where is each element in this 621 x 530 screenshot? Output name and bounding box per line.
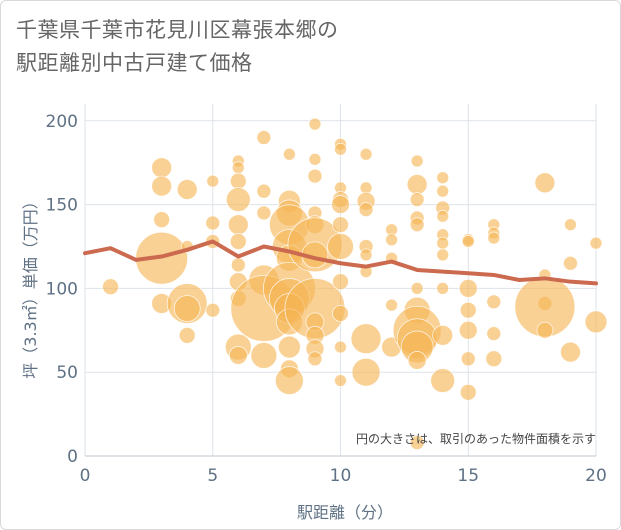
data-bubble	[409, 435, 425, 450]
data-bubble	[308, 117, 322, 131]
data-bubble	[206, 174, 220, 188]
data-bubble	[563, 255, 578, 271]
chart-title-line-1: 千葉県千葉市花見川区幕張本郷の	[16, 18, 339, 42]
data-bubble	[564, 218, 577, 232]
data-bubble	[229, 233, 247, 250]
data-bubble	[560, 341, 581, 363]
data-bubble	[173, 295, 201, 322]
data-bubble	[458, 278, 478, 298]
data-bubble	[227, 214, 249, 236]
y-tick-label: 100	[46, 279, 78, 299]
data-bubble	[410, 154, 424, 168]
data-bubble	[205, 302, 221, 318]
data-bubble	[225, 187, 251, 212]
x-tick-label: 15	[457, 466, 479, 486]
data-bubble	[359, 147, 373, 161]
data-bubble	[485, 350, 503, 368]
data-bubble	[350, 323, 382, 355]
data-bubble	[256, 183, 272, 199]
data-bubble	[410, 281, 424, 295]
data-bubble	[358, 202, 374, 218]
data-bubble	[332, 273, 349, 291]
data-bubble	[536, 321, 554, 339]
x-tick-label: 20	[585, 466, 607, 486]
data-bubble	[460, 351, 476, 367]
data-bubble	[332, 305, 349, 322]
x-tick-label: 10	[330, 466, 352, 486]
data-bubble	[230, 257, 246, 273]
data-bubble	[436, 184, 450, 198]
bubble-layer	[102, 117, 608, 450]
data-bubble	[486, 294, 502, 310]
data-bubble	[332, 216, 349, 234]
y-tick-label: 200	[46, 112, 78, 132]
data-bubble	[334, 142, 347, 156]
x-axis-title: 駅距離（分）	[297, 503, 393, 522]
trend-line	[83, 239, 598, 286]
data-bubble	[359, 248, 373, 262]
data-bubble	[534, 172, 556, 194]
data-bubble	[102, 278, 119, 296]
data-bubble	[436, 281, 450, 295]
data-bubble	[430, 368, 456, 393]
data-bubble	[406, 174, 428, 195]
data-bubble	[334, 340, 347, 354]
y-tick-label: 0	[67, 447, 78, 467]
data-bubble	[178, 326, 196, 344]
data-bubble	[331, 195, 350, 214]
trend-line-layer	[83, 239, 598, 286]
data-bubble	[459, 301, 477, 319]
data-bubble	[487, 231, 501, 245]
data-bubble	[459, 383, 477, 401]
data-bubble	[151, 175, 173, 197]
x-tick-label: 5	[207, 466, 218, 486]
data-bubble	[436, 248, 450, 262]
x-tick-label: 0	[80, 466, 91, 486]
data-bubble	[409, 217, 425, 233]
data-bubble	[409, 192, 425, 207]
chart-title-line-2: 駅距離別中古戸建て価格	[16, 51, 253, 75]
data-bubble	[327, 233, 354, 260]
y-tick-label: 150	[46, 196, 78, 216]
data-bubble	[250, 342, 278, 369]
data-bubble	[407, 351, 427, 370]
data-bubble	[458, 320, 478, 340]
data-bubble	[432, 324, 454, 346]
data-bubble	[436, 171, 450, 185]
data-bubble	[231, 161, 245, 175]
data-bubble	[256, 205, 272, 221]
data-bubble	[436, 209, 450, 223]
data-bubble	[151, 157, 173, 179]
data-bubble	[589, 236, 603, 250]
data-bubble	[153, 211, 171, 229]
data-bubble	[282, 147, 296, 161]
chart-title: 千葉県千葉市花見川区幕張本郷の 駅距離別中古戸建て価格	[16, 14, 339, 80]
y-tick-label: 50	[56, 363, 78, 383]
data-bubble	[584, 310, 608, 334]
data-bubble	[486, 326, 502, 342]
data-bubble	[385, 298, 399, 312]
data-bubble	[256, 130, 272, 145]
data-bubble	[307, 168, 323, 184]
data-bubble	[436, 236, 450, 250]
data-bubble	[274, 366, 304, 395]
y-axis-title: 坪（3.3㎡）単価（万円）	[21, 193, 40, 378]
data-bubble	[351, 357, 381, 387]
data-bubble	[307, 351, 323, 367]
data-bubble	[334, 374, 347, 387]
data-bubble	[461, 235, 475, 248]
data-bubble	[176, 179, 198, 200]
data-bubble	[277, 335, 301, 359]
bubble-size-note: 円の大きさは、取引のあった物件面積を示す	[356, 431, 596, 446]
data-bubble	[229, 172, 247, 190]
data-bubble	[308, 152, 322, 166]
data-bubble	[228, 346, 248, 365]
data-bubble	[205, 215, 221, 231]
data-bubble	[385, 233, 399, 247]
